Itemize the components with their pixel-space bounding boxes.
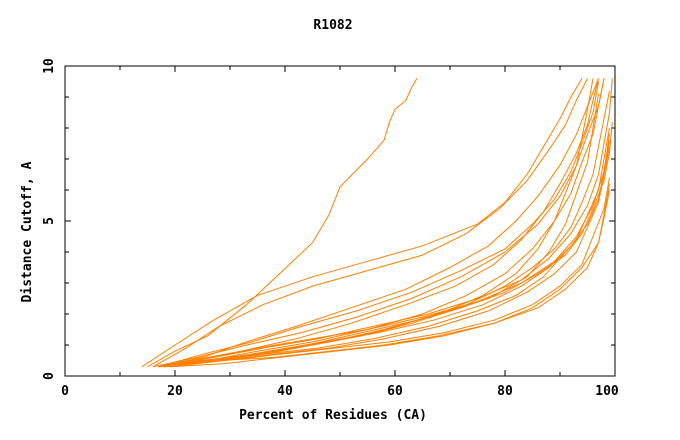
series-line-model-4 [158,78,599,368]
series-line-model-10 [158,140,610,368]
x-tick-label: 0 [61,384,69,399]
series-line-model-9 [163,146,610,368]
series-line-model-18 [163,93,599,368]
plot-frame [64,65,616,377]
x-tick-label: 20 [167,384,183,399]
y-axis-label: Distance Cutoff, A [20,161,35,302]
series-line-model-15 [152,78,605,368]
x-tick-label: 100 [595,384,619,399]
y-tick-label: 10 [42,58,57,74]
y-tick-label: 0 [42,372,57,380]
series-layer [141,78,613,368]
axis-ticks [64,65,616,377]
series-line-model-3 [152,78,588,368]
series-line-model-12 [163,183,610,368]
series-line-model-5 [158,78,599,368]
y-tick-label: 5 [42,217,57,225]
series-line-model-2 [141,78,583,368]
series-line-model-20 [163,121,613,368]
series-line-model-14 [163,78,613,368]
plot-border [64,65,616,377]
x-tick-label: 80 [497,384,513,399]
series-line-model-1 [147,78,418,368]
series-line-model-19 [169,189,610,368]
x-axis-label: Percent of Residues (CA) [239,408,427,423]
series-line-model-11 [169,177,610,368]
series-line-model-6 [163,78,605,368]
tick-labels: 0 20 40 60 80 100 0 5 10 [42,58,619,399]
x-tick-label: 40 [277,384,293,399]
x-tick-label: 60 [387,384,403,399]
series-line-model-17 [163,78,594,368]
chart-title: R1082 [313,18,352,33]
